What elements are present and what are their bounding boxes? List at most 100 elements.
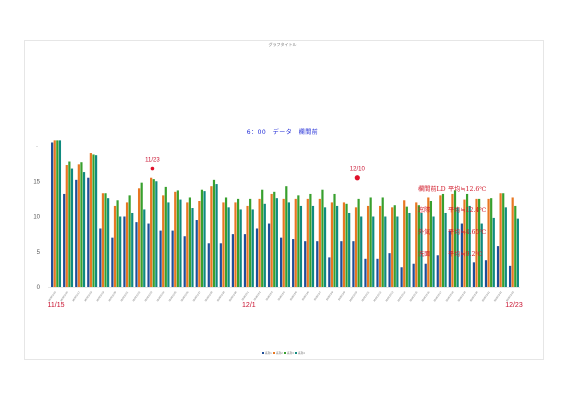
x-tick-label: 2020/12/6 [301,290,310,301]
annotation-label: 12/10 [350,167,366,173]
bar [104,193,107,287]
bar [227,207,230,287]
x-tick-label: 2020/11/28 [204,290,214,302]
bar [263,203,266,287]
x-tick-label: 2020/12/8 [325,290,334,301]
bar [376,258,379,287]
x-tick-label: 2020/12/11 [361,290,371,302]
bar [58,140,62,287]
bar [186,202,189,287]
legend-label: 系列4 [298,351,305,355]
bar [65,165,68,287]
bar [294,198,297,288]
chart-title: グラフタイトル [268,42,297,47]
bar [258,198,261,288]
bar [342,202,346,287]
bar [472,262,476,287]
bar [195,220,198,287]
stat-value: 平均≒12.6℃ [448,185,487,193]
bar [420,212,423,287]
legend-label: 系列2 [276,351,283,355]
bar [131,212,134,287]
x-axis: 2020/11/15 2020/11/16 2020/11/17 2020/11/18… [48,287,520,302]
bar [68,161,71,287]
x-tick-label: 2020/12/9 [338,290,347,301]
bar [514,205,517,287]
bar [171,230,174,287]
bar [179,199,182,287]
bar [101,193,105,287]
bar [125,202,129,287]
legend-label: 系列1 [265,351,272,355]
bar [352,241,355,287]
stat-row: 外気 平均≒4.65℃ [418,229,486,236]
stat-value: 平均≒4.65℃ [448,229,487,237]
stats-box: 欄間前LD 平均≒12.6℃ 窓際 平均≒12.4℃ 外気 平均≒4.65℃ 洗面 平均… [418,171,486,266]
bar [487,198,490,288]
bar [215,184,218,287]
x-tick-label: 2020/12/17 [433,290,443,302]
bar [304,241,307,287]
x-tick-label: 2020/12/4 [277,290,286,301]
x-tick-label: 2020/11/27 [192,290,202,302]
bar [348,212,351,287]
bar [219,243,222,287]
bar [441,193,445,287]
bar [183,236,186,287]
bar [456,207,459,287]
bar [152,179,155,287]
y-tick-label: 10 [33,215,40,221]
bar [63,193,66,287]
bar [393,205,396,287]
x-tick-label: 2020/12/5 [289,290,298,301]
bar [475,198,478,288]
x-tick-label: 2020/11/25 [168,290,178,302]
bar [236,198,240,288]
bar [191,208,194,287]
bar [448,230,451,287]
bar [391,207,394,287]
bar [70,168,74,287]
bar [396,216,399,287]
bar [107,198,110,287]
bar [53,140,56,287]
bar [75,179,78,287]
annotation-dot [150,166,155,171]
bar [243,234,247,288]
bar [468,205,471,287]
bar [246,205,249,287]
stat-name: 欄間前LD [418,185,446,193]
bar [99,228,102,287]
legend-swatch [295,352,297,354]
annotation-label: 11/23 [145,158,160,164]
bar [388,253,391,287]
x-tick-label: 2020/11/16 [60,290,70,302]
bar [292,239,295,287]
date-marker: 11/15 [48,302,65,309]
bar [499,193,502,287]
bar [439,195,442,287]
bar [444,212,447,287]
bar [490,198,493,287]
bar [198,200,201,287]
x-tick-label: 2020/12/23 [505,290,515,302]
bar [415,202,418,287]
bar [200,189,204,287]
bar [210,186,213,287]
bar [372,216,375,287]
bar [174,191,177,287]
bar [340,241,343,287]
y-axis-top-marker: · [36,144,38,150]
x-tick-label: 2020/12/13 [385,290,395,302]
bar [369,197,372,287]
bar [316,241,319,287]
x-tick-label: 2020/11/21 [120,290,130,302]
bar [135,222,138,287]
bar [492,217,495,287]
bar [270,193,273,287]
bar [508,265,512,287]
bar [119,216,122,287]
bar [116,200,119,287]
stat-value: 平均≒9.2℃ [448,251,483,259]
